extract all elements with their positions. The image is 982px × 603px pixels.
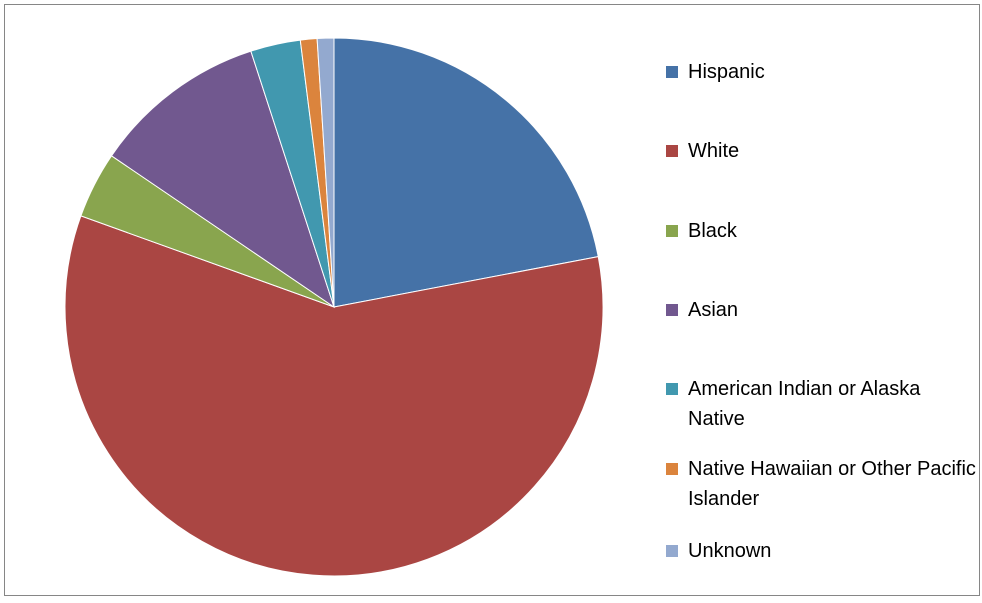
legend-swatch-asian <box>666 304 678 316</box>
legend-swatch-hispanic <box>666 66 678 78</box>
legend-swatch-native-hawaiian <box>666 463 678 475</box>
legend-label: White <box>688 140 740 162</box>
legend-label: Asian <box>688 299 739 321</box>
pie-slice-unknown <box>316 37 335 308</box>
legend-swatch-white <box>666 145 678 157</box>
chart-area: Hispanic White Black Asian American Indi… <box>4 4 980 596</box>
pie-slice-white <box>64 215 604 577</box>
legend-swatch-black <box>666 225 678 237</box>
pie-slice-hispanic <box>333 37 599 308</box>
legend-label: Unknown <box>688 540 772 562</box>
pie-slice-asian <box>110 50 335 309</box>
legend-swatch-american-indian <box>666 383 678 395</box>
pie-chart <box>64 37 604 577</box>
legend-label: American Indian or Alaska Native <box>688 378 921 430</box>
legend-label: Black <box>688 220 737 242</box>
legend-label: Native Hawaiian or Other Pacific Islande… <box>688 458 976 510</box>
legend-swatch-unknown <box>666 545 678 557</box>
legend-label: Hispanic <box>688 61 765 83</box>
